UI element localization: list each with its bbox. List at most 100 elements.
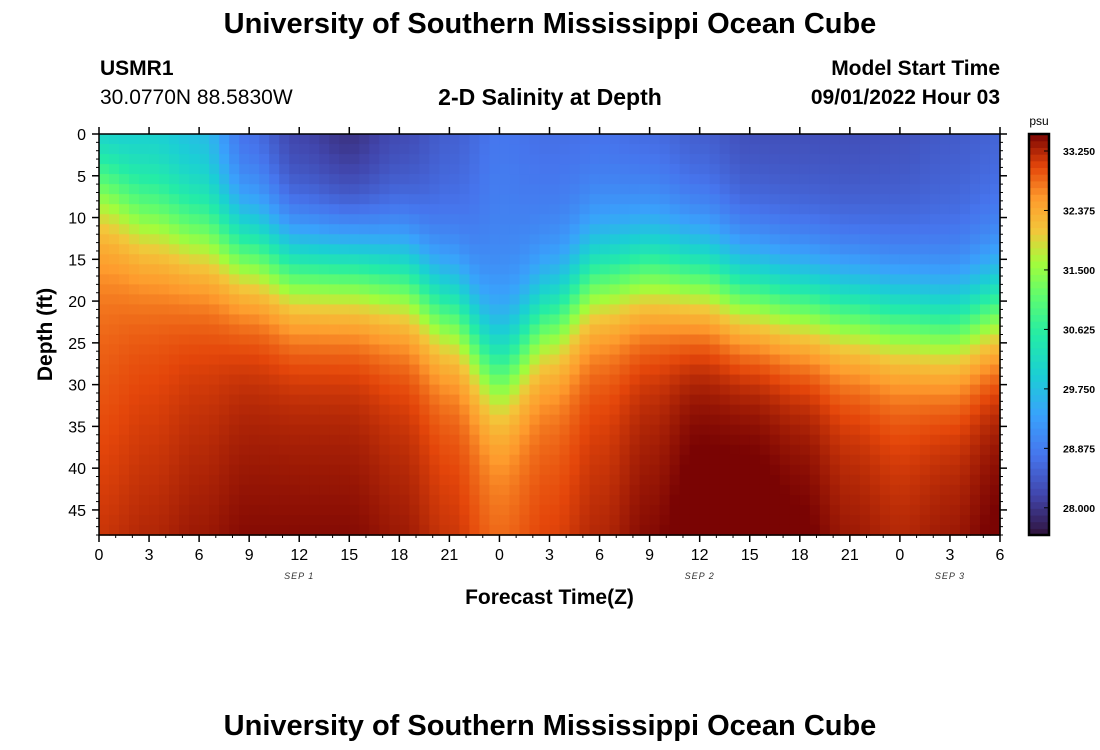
heatmap-cell [369, 404, 381, 416]
heatmap-cell [939, 444, 951, 456]
heatmap-cell [679, 434, 691, 446]
heatmap-cell [519, 314, 531, 326]
heatmap-cell [359, 244, 370, 255]
heatmap-cell [229, 474, 240, 486]
heatmap-cell [579, 244, 591, 255]
heatmap-cell [329, 404, 340, 416]
heatmap-cell [849, 324, 861, 336]
heatmap-cell [479, 404, 491, 416]
heatmap-cell [599, 524, 611, 536]
heatmap-cell [889, 384, 901, 396]
heatmap-cell [639, 374, 651, 386]
heatmap-cell [119, 184, 130, 195]
heatmap-cell [309, 474, 320, 486]
heatmap-cell [179, 264, 190, 276]
heatmap-cell [359, 194, 370, 205]
heatmap-cell [379, 184, 391, 195]
heatmap-cell [449, 264, 461, 276]
heatmap-cell [379, 504, 391, 516]
heatmap-cell [369, 414, 381, 426]
heatmap-cell [389, 424, 401, 436]
heatmap-cell [669, 234, 681, 245]
heatmap-cell [529, 464, 541, 476]
heatmap-cell [949, 244, 961, 255]
heatmap-cell [959, 174, 971, 185]
heatmap-cell [769, 414, 781, 426]
heatmap-cell [449, 144, 461, 155]
heatmap-cell [789, 374, 801, 386]
heatmap-cell [859, 384, 871, 396]
heatmap-cell [399, 174, 411, 185]
heatmap-cell [369, 294, 381, 306]
heatmap-cell [199, 234, 210, 245]
heatmap-cell [199, 384, 210, 396]
heatmap-cell [239, 304, 250, 316]
heatmap-cell [309, 344, 320, 356]
heatmap-cell [339, 404, 350, 416]
heatmap-cell [339, 274, 350, 286]
heatmap-cell [419, 134, 431, 145]
heatmap-cell [779, 224, 791, 235]
heatmap-cell [579, 304, 591, 316]
heatmap-cell [629, 324, 641, 336]
heatmap-cell [389, 254, 401, 266]
heatmap-cell [349, 244, 360, 255]
heatmap-cell [789, 314, 801, 326]
heatmap-cell [519, 344, 531, 356]
heatmap-cell [759, 404, 771, 416]
colorbar: psu28.00028.87529.75030.62531.50032.3753… [1027, 114, 1095, 537]
heatmap-cell [129, 374, 140, 386]
heatmap-cell [289, 414, 300, 426]
heatmap-cell [229, 244, 240, 255]
heatmap-cell [199, 164, 210, 175]
heatmap-cell [959, 204, 971, 215]
heatmap-cell [179, 484, 190, 496]
heatmap-cell [949, 424, 961, 436]
heatmap-cell [299, 474, 310, 486]
heatmap-cell [879, 504, 891, 516]
heatmap-cell [919, 304, 931, 316]
heatmap-cell [319, 384, 330, 396]
heatmap-cell [949, 464, 961, 476]
heatmap-cell [899, 154, 911, 165]
heatmap-cell [379, 444, 391, 456]
heatmap-cell [899, 484, 911, 496]
heatmap-cell [529, 234, 541, 245]
heatmap-cell [219, 214, 230, 225]
heatmap-cell [339, 484, 350, 496]
heatmap-cell [519, 494, 531, 506]
heatmap-cell [329, 214, 340, 225]
heatmap-cell [249, 384, 260, 396]
y-tick-label: 0 [77, 127, 86, 144]
heatmap-cell [149, 414, 160, 426]
heatmap-cell [719, 274, 731, 286]
heatmap-cell [259, 444, 270, 456]
heatmap-cell [99, 484, 110, 496]
heatmap-cell [599, 134, 611, 145]
heatmap-cell [969, 324, 981, 336]
heatmap-cell [309, 454, 320, 466]
heatmap-cell [569, 514, 581, 526]
heatmap-cell [179, 404, 190, 416]
heatmap-cell [139, 484, 150, 496]
heatmap-cell [249, 174, 260, 185]
heatmap-cell [919, 354, 931, 366]
heatmap-cell [439, 224, 451, 235]
heatmap-cell [209, 244, 220, 255]
heatmap-cell [859, 204, 871, 215]
heatmap-cell [539, 134, 551, 145]
heatmap-cell [169, 514, 180, 526]
heatmap-cell [189, 304, 200, 316]
heatmap-cell [199, 374, 210, 386]
heatmap-cell [249, 254, 260, 266]
heatmap-cell [829, 264, 841, 276]
heatmap-cell [109, 304, 120, 316]
heatmap-cell [109, 334, 120, 346]
heatmap-cell [979, 384, 991, 396]
heatmap-cell [409, 414, 421, 426]
heatmap-cell [279, 444, 290, 456]
heatmap-cell [709, 244, 721, 255]
heatmap-cell [859, 244, 871, 255]
heatmap-cell [619, 494, 631, 506]
heatmap-cell [709, 174, 721, 185]
